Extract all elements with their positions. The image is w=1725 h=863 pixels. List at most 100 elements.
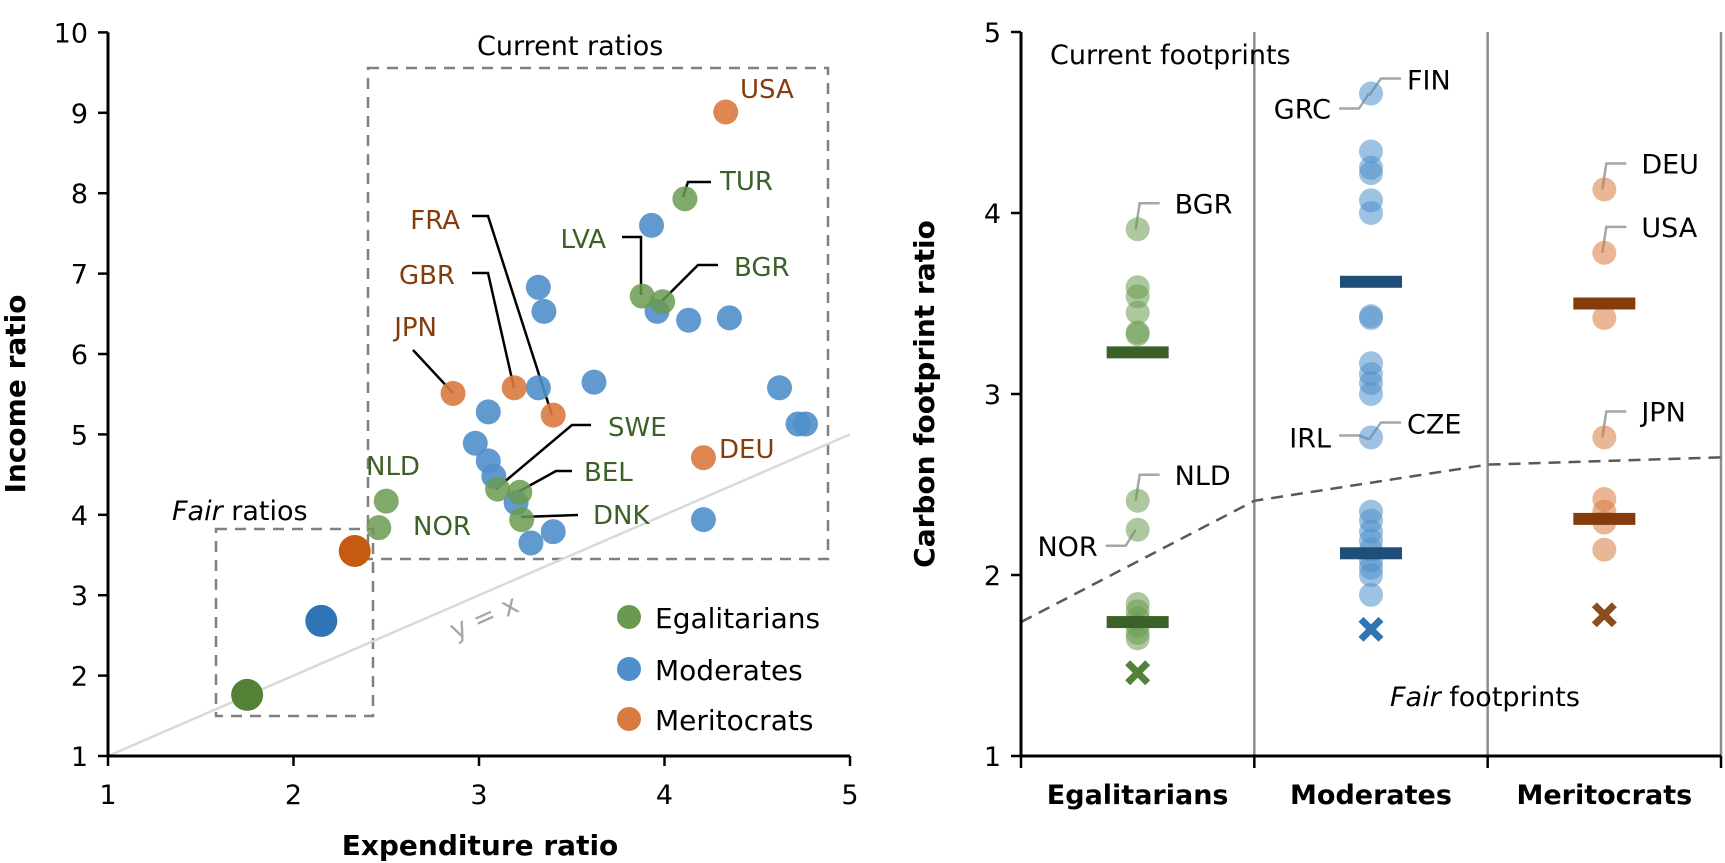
x-stroke [1125, 660, 1151, 686]
point-moderates [767, 375, 793, 401]
country-label-nor: NOR [413, 512, 471, 542]
fair-ratios-italic: Fair [172, 496, 225, 527]
footprint-label-nor: NOR [1037, 532, 1097, 563]
high-group-mean-bar-moderates [1340, 275, 1402, 288]
point-meritocrats-jpn [440, 380, 466, 406]
fair-footprint-x-marker-moderates [1358, 616, 1384, 642]
country-label-lva: LVA [560, 225, 606, 255]
y-tick-label: 4 [71, 501, 88, 532]
legend-marker-moderates [617, 657, 641, 681]
category-label-meritocrats: Meritocrats [1516, 780, 1692, 811]
footprint-label-deu: DEU [1641, 149, 1699, 180]
fair-ratios-box [214, 527, 375, 718]
y-axis-title: Income ratio [0, 294, 32, 493]
low-group-mean-bar-egalitarians [1106, 616, 1169, 629]
identity-line [107, 433, 851, 758]
region-boxes [214, 66, 830, 718]
point-moderates [518, 530, 544, 556]
point-moderates [690, 507, 716, 533]
y-tick-label: 6 [71, 340, 88, 371]
point-moderates [639, 212, 665, 238]
point-egalitarians-nor [366, 515, 392, 541]
point-meritocrats-deu [690, 445, 716, 471]
footprint-point-meritocrats [1592, 537, 1617, 562]
footprint-point-meritocrats [1592, 240, 1617, 265]
low-group-mean-bar-moderates [1340, 547, 1402, 560]
legend-marker-egalitarians [617, 605, 641, 629]
point-moderates [531, 298, 557, 324]
footprint-points [1106, 81, 1636, 686]
fair-footprints-italic: Fair [1390, 682, 1443, 713]
high-group-mean-bar-meritocrats [1573, 297, 1636, 310]
country-label-fra: FRA [410, 206, 460, 236]
footprint-point-egalitarians [1125, 517, 1150, 542]
right-axes: 1 2 3 4 5 Egalitarians Moderates Meritocrats [984, 18, 1723, 811]
footprint-label-jpn: JPN [1639, 397, 1685, 428]
right-y-tick-label: 5 [984, 18, 1001, 49]
country-label-tur: TUR [719, 167, 773, 197]
footprint-point-moderates [1359, 161, 1383, 186]
country-labels: TUR LVA BGR SWE BEL DNK NLD NOR USA FRA GBR JPN DEU [366, 75, 794, 542]
fair-footprint-x-marker-meritocrats [1591, 602, 1617, 628]
fair-ratios-rest: ratios [223, 496, 308, 527]
x-axis-title: Expenditure ratio [342, 829, 619, 862]
point-meritocrats-usa [713, 99, 739, 125]
right-y-tick-label: 2 [984, 561, 1001, 592]
identity-line-label: y = x [445, 589, 523, 647]
point-moderates [462, 430, 488, 456]
x-stroke [1591, 602, 1617, 628]
legend-label-egalitarians: Egalitarians [655, 602, 820, 635]
category-label-egalitarians: Egalitarians [1047, 780, 1229, 811]
fair-point-meritocrats [338, 534, 371, 567]
point-egalitarians-nld [373, 488, 399, 514]
footprint-point-moderates [1359, 582, 1383, 607]
footprint-point-moderates [1359, 305, 1383, 330]
low-group-mean-bar-meritocrats [1573, 512, 1636, 525]
leader-line-swe [495, 423, 591, 490]
footprint-point-egalitarians [1125, 626, 1150, 651]
fair-threshold-line [1020, 456, 1722, 624]
legend: Egalitarians Moderates Meritocrats [617, 602, 820, 737]
country-label-deu: DEU [719, 435, 774, 465]
scatter-points [231, 99, 818, 711]
footprint-point-moderates [1359, 201, 1383, 225]
footprint-point-moderates [1359, 81, 1383, 106]
footprint-point-egalitarians [1125, 300, 1150, 325]
footprint-label-nld: NLD [1175, 461, 1231, 492]
right-y-tick-label: 1 [984, 742, 1001, 773]
fair-point-moderates [305, 604, 338, 637]
x-tick-label: 3 [470, 780, 487, 811]
x-tick-label: 2 [285, 780, 302, 811]
point-egalitarians-bel [507, 479, 533, 505]
leader-line-bgr [661, 263, 718, 302]
footprint-point-meritocrats [1592, 177, 1617, 202]
y-tick-label: 5 [71, 420, 88, 451]
right-footprint-panel: BGR NLD NOR GRC FIN IRL CZE DEU USA JPN 1 2 3 4 5 Egal… [908, 18, 1723, 811]
high-group-mean-bar-egalitarians [1106, 346, 1169, 359]
footprint-point-meritocrats [1592, 425, 1617, 450]
fair-footprint-x-marker-egalitarians [1125, 660, 1151, 686]
point-moderates [581, 369, 607, 395]
point-egalitarians-lva [629, 283, 655, 309]
country-label-jpn: JPN [392, 313, 437, 343]
country-label-swe: SWE [608, 413, 667, 443]
right-y-axis-title: Carbon footprint ratio [908, 220, 941, 568]
y-tick-label: 9 [71, 99, 88, 130]
leader-line-lva [622, 235, 643, 295]
left-scatter-panel: y = x TUR LVA BGR SWE BEL DNK NLD NOR USA FRA GBR J… [0, 18, 859, 862]
y-tick-label: 8 [71, 179, 88, 210]
country-label-dnk: DNK [593, 501, 650, 531]
country-label-nld: NLD [366, 452, 420, 482]
fair-footprints-label: Fair footprints [1390, 682, 1580, 713]
legend-label-meritocrats: Meritocrats [655, 704, 813, 737]
point-egalitarians-tur [672, 186, 698, 212]
right-y-tick-label: 4 [984, 199, 1001, 230]
footprint-point-moderates [1359, 382, 1383, 406]
point-egalitarians-swe [485, 476, 511, 502]
point-moderates [716, 305, 742, 331]
country-label-bel: BEL [584, 458, 633, 488]
fair-footprints-rest: footprints [1441, 682, 1580, 713]
y-tick-label: 1 [71, 742, 88, 773]
footprint-label-fin: FIN [1407, 66, 1451, 97]
footprint-label-bgr: BGR [1175, 189, 1233, 220]
